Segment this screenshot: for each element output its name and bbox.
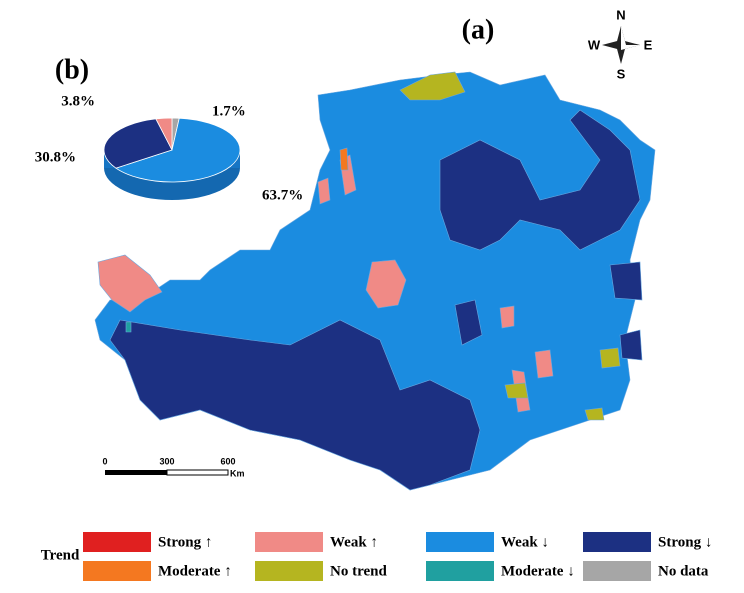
legend-label: Weak ↓ — [501, 534, 549, 550]
region-no-trend — [599, 347, 621, 369]
legend-swatch — [426, 561, 494, 581]
compass-e: E — [644, 37, 653, 52]
legend-title: Trend — [41, 547, 80, 563]
compass-star — [621, 26, 626, 45]
scale-label: 0 — [102, 456, 107, 466]
scale-segment — [105, 470, 167, 475]
legend-label: No trend — [330, 563, 387, 579]
legend-label: Moderate ↑ — [158, 563, 232, 579]
scale-bar — [105, 469, 229, 476]
map — [94, 71, 656, 491]
legend: Trend Strong ↑ Weak ↑ Weak ↓ Strong ↓ Modera… — [41, 532, 712, 581]
legend-swatch — [255, 532, 323, 552]
legend-label: Strong ↑ — [158, 534, 212, 550]
scale-label: 300 — [159, 456, 174, 466]
scale-segment — [166, 469, 229, 476]
pie-slice — [115, 117, 241, 183]
scale-unit: Km — [230, 468, 245, 478]
region-strong-decrease — [439, 109, 641, 251]
region-no-trend — [399, 71, 466, 101]
legend-swatch — [583, 532, 651, 552]
scale-label: 600 — [220, 456, 235, 466]
legend-swatch — [426, 532, 494, 552]
compass-s: S — [617, 66, 626, 81]
legend-swatch — [255, 561, 323, 581]
pie-label: 30.8% — [35, 149, 76, 165]
legend-label: Moderate ↓ — [501, 563, 575, 579]
region-strong-decrease — [454, 299, 483, 346]
compass-w: W — [588, 37, 601, 52]
compass-star — [621, 45, 640, 50]
pie-chart: 1.7% 63.7% 30.8% 3.8% — [35, 93, 304, 203]
region-weak-increase — [365, 259, 407, 309]
region-moderate-decrease — [125, 321, 132, 333]
pie-label: 63.7% — [262, 187, 303, 203]
region-strong-decrease — [619, 329, 643, 361]
legend-label: Strong ↓ — [658, 534, 712, 550]
legend-swatch — [583, 561, 651, 581]
pie-slice — [103, 118, 173, 169]
region-weak-increase — [97, 254, 163, 313]
pie-label: 1.7% — [212, 103, 246, 119]
compass: N S E W — [588, 7, 653, 81]
region-weak-increase — [317, 177, 331, 205]
legend-swatch — [83, 561, 151, 581]
region-strong-decrease — [609, 261, 643, 301]
region-weak-increase — [534, 349, 554, 379]
panel-label: (b) — [55, 54, 89, 85]
region-strong-decrease — [109, 319, 481, 491]
compass-n: N — [616, 7, 625, 22]
panel-label: (a) — [462, 14, 495, 45]
legend-label: Weak ↑ — [330, 534, 378, 550]
legend-swatch — [83, 532, 151, 552]
region-weak-increase — [499, 305, 515, 329]
region-moderate-increase — [339, 147, 349, 171]
region-no-trend — [504, 382, 529, 399]
legend-label: No data — [658, 563, 709, 579]
pie-label: 3.8% — [61, 93, 95, 109]
region-no-trend — [584, 407, 605, 421]
pie-slice — [155, 117, 173, 151]
